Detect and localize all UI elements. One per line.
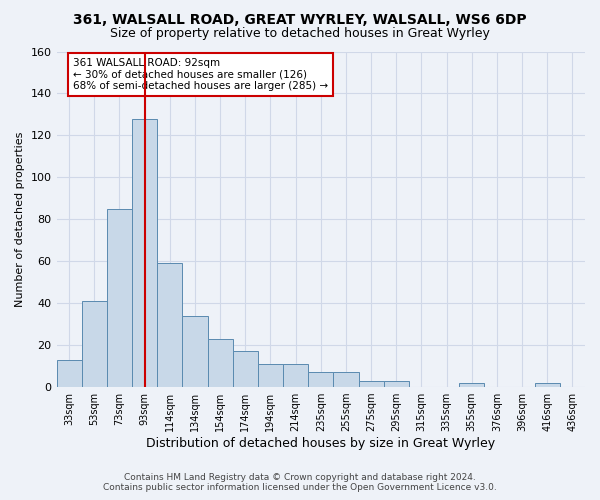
Bar bbox=[132, 118, 157, 387]
Bar bbox=[334, 372, 359, 387]
X-axis label: Distribution of detached houses by size in Great Wyrley: Distribution of detached houses by size … bbox=[146, 437, 496, 450]
Bar bbox=[157, 264, 182, 387]
Bar bbox=[459, 383, 484, 387]
Bar bbox=[308, 372, 334, 387]
Bar bbox=[182, 316, 208, 387]
Bar bbox=[233, 352, 258, 387]
Bar bbox=[107, 209, 132, 387]
Bar bbox=[383, 381, 409, 387]
Bar bbox=[208, 339, 233, 387]
Bar bbox=[283, 364, 308, 387]
Text: Contains HM Land Registry data © Crown copyright and database right 2024.
Contai: Contains HM Land Registry data © Crown c… bbox=[103, 473, 497, 492]
Bar bbox=[359, 381, 383, 387]
Bar bbox=[258, 364, 283, 387]
Text: Size of property relative to detached houses in Great Wyrley: Size of property relative to detached ho… bbox=[110, 28, 490, 40]
Bar bbox=[82, 301, 107, 387]
Y-axis label: Number of detached properties: Number of detached properties bbox=[15, 132, 25, 307]
Text: 361 WALSALL ROAD: 92sqm
← 30% of detached houses are smaller (126)
68% of semi-d: 361 WALSALL ROAD: 92sqm ← 30% of detache… bbox=[73, 58, 328, 91]
Bar bbox=[535, 383, 560, 387]
Text: 361, WALSALL ROAD, GREAT WYRLEY, WALSALL, WS6 6DP: 361, WALSALL ROAD, GREAT WYRLEY, WALSALL… bbox=[73, 12, 527, 26]
Bar bbox=[56, 360, 82, 387]
